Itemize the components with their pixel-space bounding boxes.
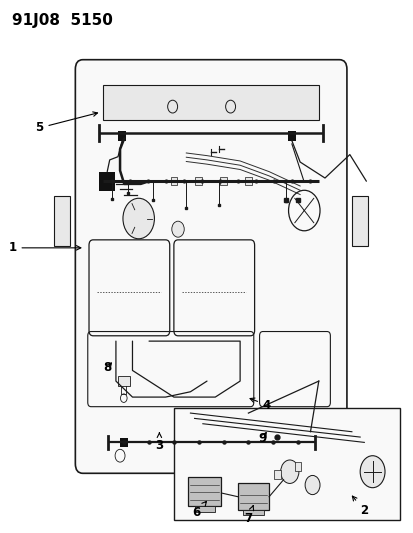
Bar xyxy=(244,177,251,185)
Bar xyxy=(118,131,126,141)
Bar xyxy=(351,196,368,246)
Circle shape xyxy=(225,100,235,113)
Bar xyxy=(240,438,247,447)
Bar xyxy=(54,196,70,246)
FancyBboxPatch shape xyxy=(75,60,346,473)
Bar xyxy=(195,177,202,185)
Bar xyxy=(194,506,215,512)
Circle shape xyxy=(304,475,319,495)
Circle shape xyxy=(280,460,298,483)
Bar xyxy=(273,470,280,479)
Bar xyxy=(170,177,177,185)
Circle shape xyxy=(171,221,184,237)
Bar xyxy=(120,438,128,447)
Text: 5: 5 xyxy=(35,112,97,134)
Bar xyxy=(287,438,295,447)
Bar xyxy=(99,172,115,191)
Circle shape xyxy=(167,100,177,113)
Circle shape xyxy=(359,456,384,488)
Bar xyxy=(118,376,130,386)
Bar xyxy=(220,177,226,185)
Text: 91J08  5150: 91J08 5150 xyxy=(12,13,113,28)
Text: 8: 8 xyxy=(103,361,112,374)
Bar xyxy=(173,408,399,520)
Text: 2: 2 xyxy=(351,496,368,517)
Bar xyxy=(287,131,295,141)
Bar xyxy=(103,85,318,120)
Bar xyxy=(188,477,221,506)
Text: 3: 3 xyxy=(155,433,163,451)
Text: 9: 9 xyxy=(258,432,266,445)
Circle shape xyxy=(123,198,154,239)
Bar xyxy=(242,510,263,515)
Bar xyxy=(294,462,301,471)
Text: 4: 4 xyxy=(249,398,271,411)
Bar xyxy=(237,483,268,510)
Text: 1: 1 xyxy=(8,241,81,254)
Text: 6: 6 xyxy=(192,502,206,519)
Text: 7: 7 xyxy=(244,506,253,524)
